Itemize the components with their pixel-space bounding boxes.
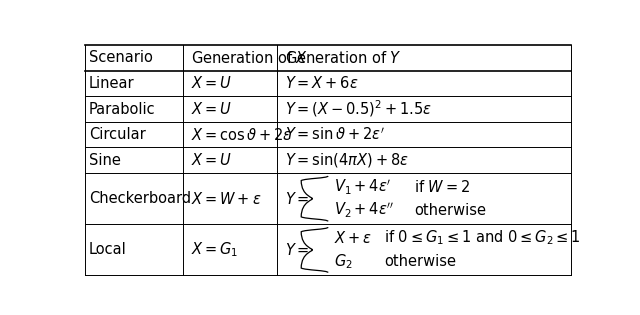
Text: Generation of $X$: Generation of $X$ bbox=[191, 50, 308, 66]
Text: $X = W + \epsilon$: $X = W + \epsilon$ bbox=[191, 191, 261, 207]
Text: Scenario: Scenario bbox=[89, 50, 153, 66]
Text: Linear: Linear bbox=[89, 76, 134, 91]
Text: Sine: Sine bbox=[89, 153, 121, 168]
Text: if $W=2$: if $W=2$ bbox=[414, 179, 470, 195]
Text: $Y=$: $Y=$ bbox=[285, 191, 309, 207]
Text: $X = \cos\vartheta + 2\epsilon$: $X = \cos\vartheta + 2\epsilon$ bbox=[191, 127, 292, 143]
Text: if $0 \leq G_1 \leq 1$ and $0 \leq G_2 \leq 1$: if $0 \leq G_1 \leq 1$ and $0 \leq G_2 \… bbox=[384, 229, 581, 248]
Text: $V_2 + 4\epsilon''$: $V_2 + 4\epsilon''$ bbox=[335, 201, 395, 220]
Text: $Y = \sin(4\pi X) + 8\epsilon$: $Y = \sin(4\pi X) + 8\epsilon$ bbox=[285, 151, 409, 169]
Text: otherwise: otherwise bbox=[384, 254, 456, 269]
Text: Circular: Circular bbox=[89, 127, 146, 142]
Text: $Y = X + 6\epsilon$: $Y = X + 6\epsilon$ bbox=[285, 76, 358, 91]
Text: $V_1 + 4\epsilon'$: $V_1 + 4\epsilon'$ bbox=[335, 177, 392, 197]
Text: $X = U$: $X = U$ bbox=[191, 101, 232, 117]
Text: Generation of $Y$: Generation of $Y$ bbox=[285, 50, 402, 66]
Text: $X = G_1$: $X = G_1$ bbox=[191, 241, 238, 259]
Text: Parabolic: Parabolic bbox=[89, 101, 156, 117]
Text: $Y = (X-0.5)^2 + 1.5\epsilon$: $Y = (X-0.5)^2 + 1.5\epsilon$ bbox=[285, 99, 432, 119]
Text: $Y=$: $Y=$ bbox=[285, 242, 309, 258]
Text: $G_2$: $G_2$ bbox=[335, 252, 353, 271]
Text: otherwise: otherwise bbox=[414, 203, 486, 218]
Text: Checkerboard: Checkerboard bbox=[89, 191, 191, 206]
Text: $X = U$: $X = U$ bbox=[191, 152, 232, 168]
Text: $X = U$: $X = U$ bbox=[191, 76, 232, 91]
Text: Local: Local bbox=[89, 243, 127, 257]
Text: $Y = \sin\vartheta + 2\epsilon'$: $Y = \sin\vartheta + 2\epsilon'$ bbox=[285, 126, 385, 143]
Text: $X + \epsilon$: $X + \epsilon$ bbox=[335, 230, 372, 246]
